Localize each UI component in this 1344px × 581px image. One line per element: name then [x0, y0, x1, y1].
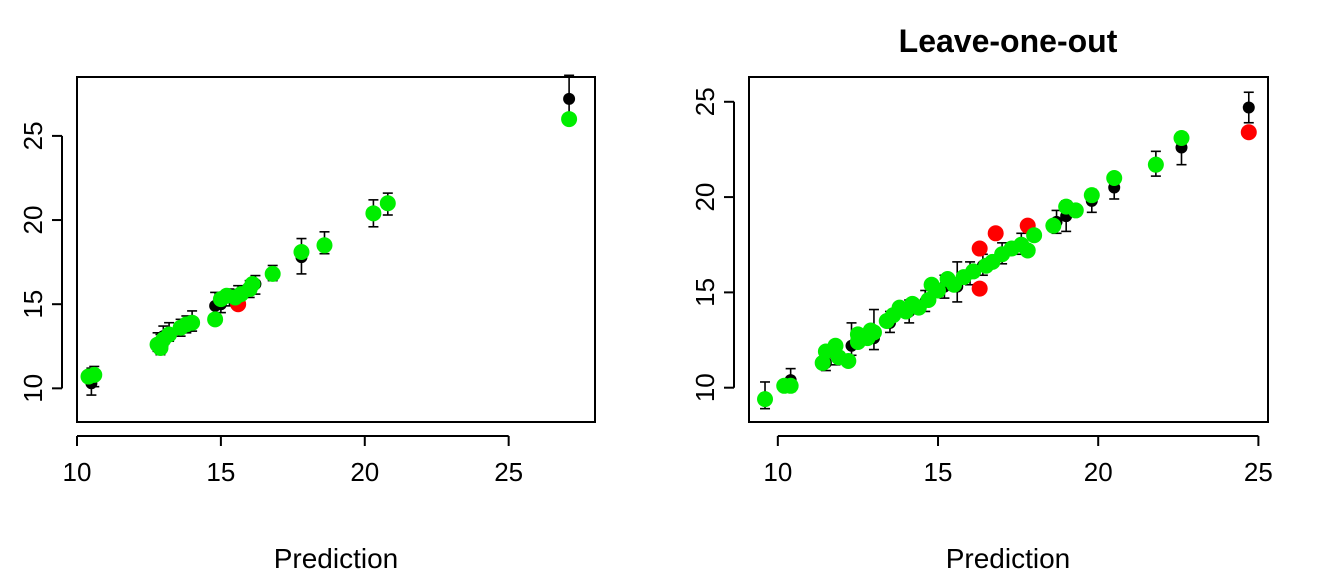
- chart-title-right: Leave-one-out: [899, 23, 1118, 59]
- x-tick-label-20-left: 20: [350, 457, 379, 487]
- green-point: [1173, 129, 1190, 146]
- green-point: [561, 111, 578, 128]
- y-tick-label-15-right: 15: [690, 278, 720, 307]
- green-point: [86, 366, 103, 383]
- x-tick-label-25-left: 25: [494, 457, 523, 487]
- green-point: [1026, 227, 1043, 244]
- panel-left: Prediction 10 15 20 25 10 15 20 25: [18, 74, 596, 574]
- y-axis-left: 10 15 20 25: [18, 121, 63, 403]
- x-tick-label-15-left: 15: [206, 457, 235, 487]
- red-point: [1240, 124, 1257, 141]
- x-axis-label-right: Prediction: [946, 543, 1071, 574]
- x-tick-label-25-right: 25: [1244, 457, 1273, 487]
- green-point: [293, 244, 310, 261]
- green-point: [316, 237, 333, 254]
- y-tick-label-20-left: 20: [18, 206, 48, 235]
- y-tick-label-10-left: 10: [18, 374, 48, 403]
- green-point: [840, 353, 857, 370]
- green-point: [264, 265, 281, 282]
- green-point: [1106, 170, 1123, 187]
- green-point: [184, 314, 201, 331]
- marks-right: [757, 91, 1257, 410]
- x-tick-label-10-left: 10: [63, 457, 92, 487]
- red-point: [971, 280, 988, 297]
- green-point: [1147, 156, 1164, 173]
- y-tick-label-25-left: 25: [18, 121, 48, 150]
- red-point: [987, 225, 1004, 242]
- y-tick-label-15-left: 15: [18, 290, 48, 319]
- plot-frame-right: [748, 76, 1269, 423]
- x-axis-label-left: Prediction: [274, 543, 399, 574]
- black-point: [563, 92, 576, 105]
- black-point: [1242, 101, 1255, 114]
- y-axis-right: 10 15 20 25: [690, 87, 735, 402]
- x-tick-label-15-right: 15: [924, 457, 953, 487]
- green-point: [244, 276, 261, 292]
- green-point: [930, 282, 947, 299]
- green-point: [782, 377, 799, 394]
- x-axis-right: 10 15 20 25: [763, 435, 1273, 487]
- green-point: [865, 324, 882, 341]
- y-tick-label-25-right: 25: [690, 87, 720, 116]
- x-axis-left: 10 15 20 25: [63, 435, 523, 487]
- green-point: [965, 263, 982, 280]
- panel-right: Leave-one-out Prediction 10 15 20 25 10 15 20…: [690, 23, 1273, 574]
- marks-left: [80, 74, 578, 396]
- green-point: [757, 391, 774, 408]
- green-point: [1019, 242, 1036, 259]
- red-point: [971, 240, 988, 257]
- green-point: [365, 205, 382, 222]
- green-point: [1067, 202, 1084, 219]
- y-tick-label-20-right: 20: [690, 183, 720, 212]
- green-point: [207, 311, 224, 328]
- x-tick-label-20-right: 20: [1084, 457, 1113, 487]
- green-point: [1045, 217, 1062, 234]
- y-tick-label-10-right: 10: [690, 373, 720, 402]
- green-point: [1083, 187, 1100, 204]
- plot-frame-left: [76, 76, 596, 423]
- x-tick-label-10-right: 10: [763, 457, 792, 487]
- green-point: [379, 195, 396, 212]
